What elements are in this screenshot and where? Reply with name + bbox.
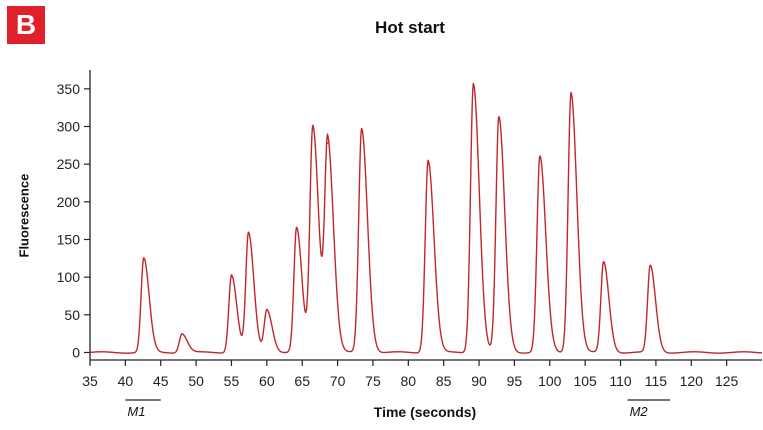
- x-tick-label: 95: [507, 373, 523, 389]
- marker-label-m2: M2: [629, 404, 648, 419]
- peak-point: [142, 257, 145, 260]
- x-tick-label: 100: [538, 373, 562, 389]
- peak-point: [295, 227, 298, 229]
- y-tick-label: 300: [57, 118, 81, 134]
- x-tick-label: 125: [715, 373, 739, 389]
- x-tick-label: 90: [471, 373, 487, 389]
- y-tick-label: 0: [72, 344, 80, 360]
- y-tick-label: 100: [57, 269, 81, 285]
- x-tick-label: 55: [224, 373, 240, 389]
- y-tick-label: 200: [57, 194, 81, 210]
- y-tick-label: 250: [57, 156, 81, 172]
- peak-point: [312, 125, 314, 128]
- y-tick-label: 150: [57, 231, 81, 247]
- x-tick-label: 110: [609, 373, 632, 389]
- x-tick-label: 45: [153, 373, 169, 389]
- x-axis-label: Time (seconds): [373, 404, 477, 420]
- x-tick-label: 35: [82, 373, 98, 389]
- x-tick-label: 40: [118, 373, 134, 389]
- x-tick-label: 75: [365, 373, 381, 389]
- peak-point: [247, 232, 250, 235]
- peak-point: [472, 82, 475, 85]
- peak-point: [181, 332, 183, 335]
- peak-point: [539, 155, 541, 158]
- peak-point: [498, 116, 500, 119]
- peak-point: [360, 127, 363, 130]
- chart-title: Hot start: [375, 18, 445, 37]
- peak-point: [649, 265, 652, 267]
- marker-label-m1: M1: [127, 404, 146, 419]
- x-tick-label: 50: [188, 373, 204, 389]
- peak-point: [326, 142, 329, 144]
- panel-label: B: [7, 6, 45, 44]
- x-tick-label: 60: [259, 373, 275, 389]
- peak-point: [230, 274, 233, 276]
- x-tick-label: 80: [401, 373, 417, 389]
- series-line: [89, 83, 763, 354]
- x-tick-label: 120: [680, 373, 704, 389]
- y-tick-label: 50: [64, 307, 80, 323]
- peak-point: [602, 261, 605, 263]
- peak-point: [570, 91, 572, 94]
- peak-point: [427, 159, 429, 162]
- peak-point: [266, 308, 268, 311]
- x-tick-label: 105: [573, 373, 597, 389]
- y-tick-label: 350: [57, 81, 81, 97]
- x-tick-label: 65: [294, 373, 310, 389]
- x-tick-label: 85: [436, 373, 452, 389]
- x-tick-label: 115: [645, 373, 668, 389]
- x-tick-label: 70: [330, 373, 346, 389]
